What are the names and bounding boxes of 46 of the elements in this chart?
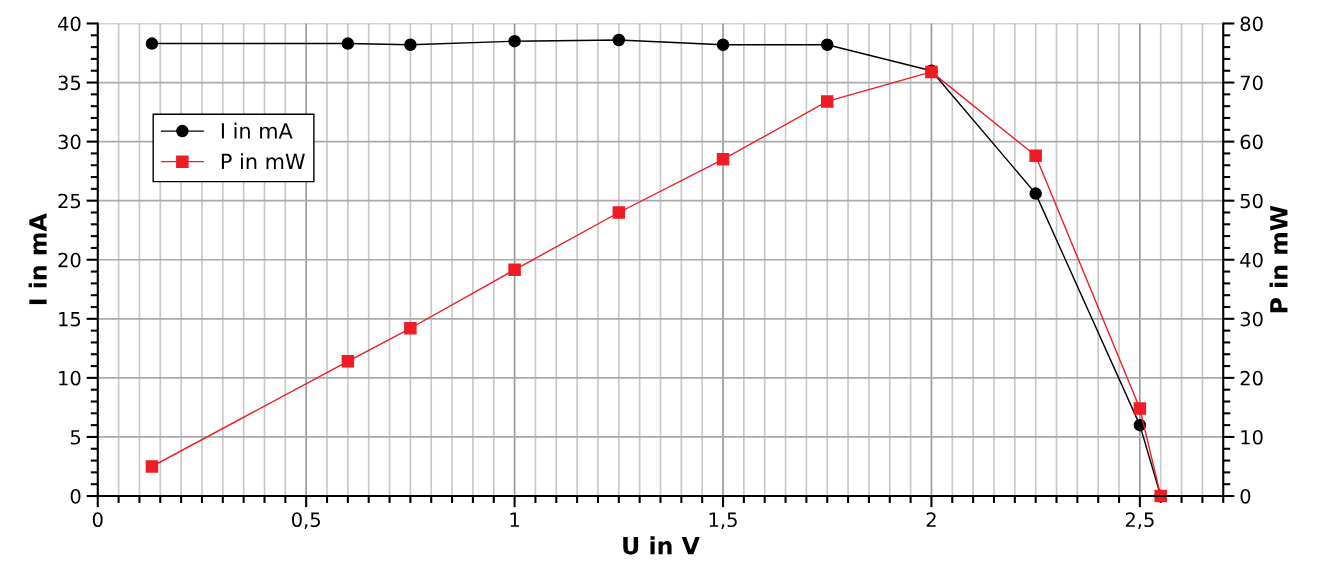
point (508, 263, 521, 277)
point (404, 38, 417, 51)
y2-tick-label: 70 (1240, 75, 1263, 91)
y-axis-title: I in mA (28, 213, 47, 305)
y-tick-label: 0 (70, 488, 81, 504)
point (404, 322, 417, 335)
point (1133, 402, 1147, 415)
y2-tick-label: 20 (1240, 370, 1263, 386)
point (508, 34, 521, 48)
legend-label: I in mA (221, 122, 293, 139)
point (820, 95, 834, 108)
y-tick-label: 10 (59, 370, 81, 386)
y-tick-label: 5 (70, 430, 81, 445)
x-tick-label: 0,5 (292, 512, 320, 530)
point (716, 153, 730, 166)
x-tick-label: 2,5 (1125, 512, 1154, 530)
y-tick-label: 35 (58, 75, 81, 91)
point (1029, 149, 1042, 163)
point (716, 38, 730, 51)
y-tick-label: 30 (58, 134, 81, 150)
y2-tick-label: 40 (1240, 252, 1263, 268)
y2-axis-title: P in mW (1269, 205, 1288, 313)
point (145, 37, 159, 50)
y2-tick-label: 10 (1241, 429, 1263, 445)
y-tick-label: 20 (58, 252, 81, 268)
x-tick-label: 1,5 (709, 512, 737, 530)
y2-tick-label: 60 (1240, 134, 1263, 150)
y-tick-label: 25 (58, 193, 81, 209)
x-tick-label: 1 (510, 512, 519, 527)
y-tick-label: 40 (57, 16, 81, 32)
y2-tick-label: 80 (1240, 16, 1263, 32)
x-tick-label: 2 (926, 512, 936, 527)
point (1029, 187, 1042, 200)
point (612, 206, 626, 219)
point (612, 33, 626, 47)
point (341, 355, 355, 368)
y2-tick-label: 50 (1240, 193, 1263, 209)
y-tick-label: 15 (59, 312, 81, 327)
x-tick-label: 0 (92, 512, 103, 528)
point (145, 460, 159, 473)
point (341, 37, 355, 50)
legend-label: P in mW (221, 153, 305, 169)
y2-tick-label: 30 (1240, 311, 1263, 327)
y2-tick-label: 0 (1240, 488, 1251, 504)
x-axis-title: U in V (623, 536, 700, 555)
point (820, 38, 834, 51)
